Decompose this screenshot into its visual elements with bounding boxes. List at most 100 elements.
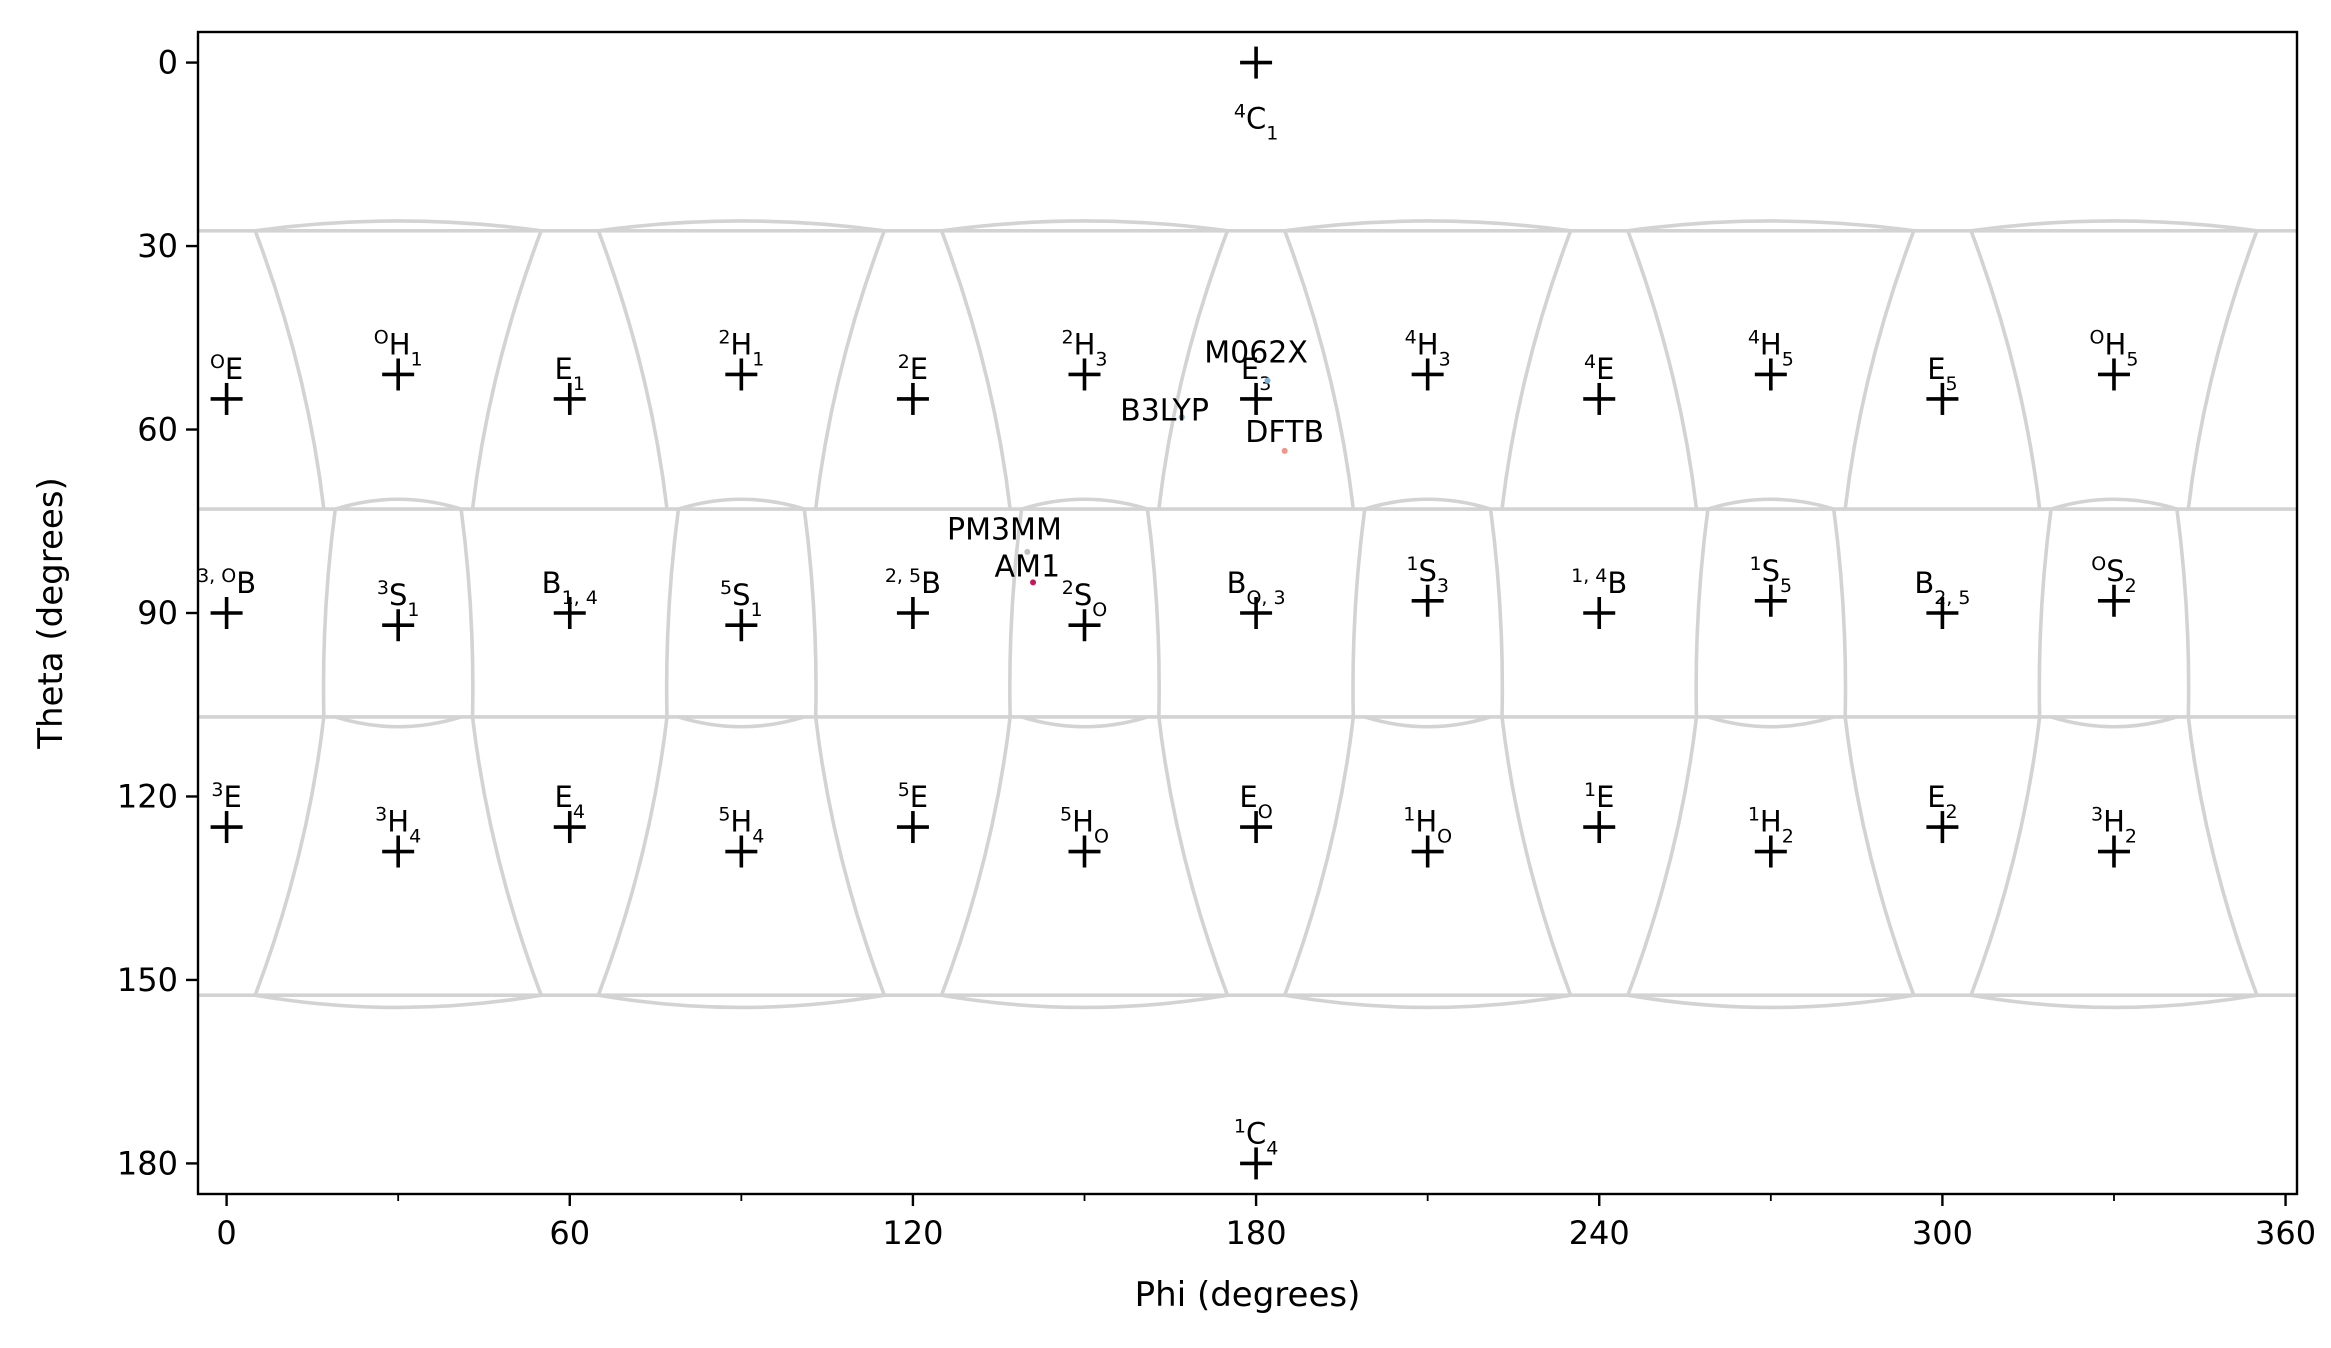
y-tick-label: 180	[117, 1144, 178, 1182]
method-point	[1281, 447, 1288, 454]
conformer-label: EO	[1239, 780, 1272, 823]
cell-border-arc	[1284, 219, 1571, 233]
cell-border-arc	[334, 715, 462, 729]
method-marker: M062X	[1204, 335, 1308, 384]
cell-border-curve	[939, 716, 1012, 996]
conformer-label: B1, 4	[542, 566, 598, 609]
conformer-label: 2H1	[718, 326, 764, 370]
x-tick-label: 300	[1912, 1214, 1973, 1252]
conformer-label: 4H5	[1748, 326, 1794, 370]
method-point	[1178, 414, 1185, 421]
conformer-point: 1S5	[1750, 553, 1792, 617]
cell-border-curve	[2037, 508, 2053, 718]
conformer-point: 4H5	[1748, 326, 1794, 391]
method-marker: B3LYP	[1120, 393, 1209, 428]
cell-border-arc	[941, 219, 1228, 233]
method-label: PM3MM	[947, 513, 1062, 548]
conformer-label: 5S1	[720, 577, 763, 621]
conformer-point: OH1	[374, 326, 423, 391]
conformer-point: E2	[1926, 780, 1959, 844]
cell-border-curve	[664, 508, 681, 718]
conformer-point: 2E	[896, 351, 929, 415]
cell-border-arc	[1284, 993, 1571, 1010]
method-point	[1030, 579, 1037, 586]
conformer-label: 1E	[1584, 779, 1614, 814]
conformer-label: 4C1	[1234, 101, 1278, 145]
cell-border-curve	[939, 230, 1012, 510]
conformer-label: BO, 3	[1227, 566, 1286, 609]
cell-border-arc	[1970, 993, 2258, 1010]
conformer-label: 2SO	[1062, 577, 1107, 621]
conformer-label: 2H3	[1061, 326, 1107, 370]
conformer-label: 5H4	[718, 804, 764, 848]
x-tick-label: 360	[2255, 1214, 2316, 1252]
cell-border-arc	[1364, 497, 1492, 511]
cell-border-curve	[1843, 230, 1916, 510]
method-label: DFTB	[1245, 415, 1324, 450]
cell-border-curve	[802, 508, 818, 718]
conformer-point: 4H3	[1405, 326, 1451, 391]
cell-border-curve	[2186, 716, 2259, 996]
y-tick-label: 150	[117, 961, 178, 999]
cell-border-arc	[2050, 715, 2178, 729]
conformer-label: 1HO	[1403, 804, 1452, 848]
cell-border-arc	[334, 497, 462, 511]
cell-border-curve	[1145, 508, 1161, 718]
conformer-point: 3E	[210, 779, 243, 844]
cell-border-curve	[2186, 230, 2259, 510]
cell-border-arc	[677, 715, 805, 729]
conformer-label: 2, 5B	[885, 565, 941, 600]
x-axis-label: Phi (degrees)	[1135, 1275, 1361, 1315]
cell-border-curve	[1157, 716, 1230, 996]
conformer-point: OE	[210, 351, 243, 415]
conformer-label: OH5	[2090, 326, 2139, 370]
cell-border-arc	[1021, 497, 1148, 511]
cell-border-arc	[1627, 219, 1915, 233]
y-tick-label: 0	[158, 44, 178, 82]
conformer-point: E4	[553, 780, 586, 844]
conformer-label: E4	[555, 780, 585, 823]
conformer-label: 4H3	[1405, 326, 1451, 370]
cell-border-curve	[1969, 230, 2042, 510]
conformer-label: 3S1	[377, 577, 420, 621]
conformer-label: 3E	[211, 779, 241, 814]
conformer-point: E3	[1240, 352, 1273, 415]
conformer-label: 3, OB	[197, 565, 256, 600]
conformer-label: 5E	[898, 779, 928, 814]
cell-border-curve	[1351, 508, 1367, 718]
cell-border-arc	[2050, 497, 2178, 511]
conformer-point: 2SO	[1062, 577, 1107, 642]
conformer-point: 1S3	[1406, 553, 1449, 617]
cell-border-curve	[1500, 230, 1573, 510]
conformer-label: OS2	[2091, 553, 2136, 597]
conformer-label: 2E	[898, 351, 928, 386]
conformer-point: 5E	[896, 779, 929, 844]
y-tick-label: 60	[137, 411, 178, 449]
cell-border-arc	[1707, 715, 1835, 729]
cell-border-arc	[1707, 497, 1835, 511]
conformer-point: 2H3	[1061, 326, 1107, 391]
cell-border-curve	[1843, 716, 1916, 996]
conformer-point: 2, 5B	[885, 565, 941, 629]
conformer-label: 1H2	[1748, 804, 1794, 848]
conformer-label: 5HO	[1060, 804, 1109, 848]
y-axis-label: Theta (degrees)	[31, 477, 71, 750]
conformer-label: 3H4	[375, 804, 421, 848]
conformer-label: 1S3	[1406, 553, 1449, 597]
conformer-label: E5	[1927, 352, 1957, 395]
conformer-label: 3H2	[2091, 804, 2137, 848]
cell-border-arc	[1627, 993, 1915, 1010]
conformer-points: 4C1 OE OH1 E1 2H1 2E 2H3 E3 4H3 4E 4H5 E5 OH5 3, OB 3S…	[197, 46, 2139, 1180]
method-marker: PM3MM	[947, 513, 1062, 555]
cell-border-arc	[677, 497, 805, 511]
method-label: M062X	[1204, 335, 1308, 370]
conformer-label: OH1	[374, 326, 423, 370]
conformer-point: B1, 4	[542, 566, 598, 629]
cell-border-curve	[253, 230, 326, 510]
x-tick-label: 0	[216, 1214, 236, 1252]
cell-border-curve	[1282, 716, 1356, 996]
axis-ticks: 0 60 120 180 240 300 360 0 30 60 90 120 150 180	[117, 44, 2316, 1252]
cell-border-curve	[1969, 716, 2042, 996]
cell-border-curve	[1626, 230, 1699, 510]
conformer-point: 3H2	[2091, 804, 2137, 868]
